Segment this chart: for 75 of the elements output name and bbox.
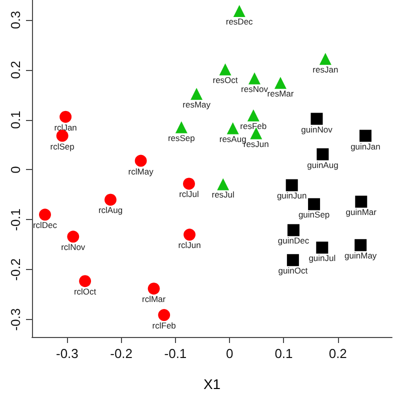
point bbox=[359, 130, 372, 142]
annotation: rclAug bbox=[98, 205, 123, 216]
x-tick-label: -0.1 bbox=[164, 346, 187, 361]
annotation: rclNov bbox=[61, 242, 86, 252]
point bbox=[184, 228, 196, 241]
annotation: rclJul bbox=[179, 189, 200, 200]
annotation: guinOct bbox=[278, 266, 308, 276]
annotation: guinJul bbox=[308, 253, 336, 264]
point bbox=[67, 230, 80, 243]
annotation: rclMay bbox=[128, 166, 154, 176]
point bbox=[274, 76, 286, 89]
annotation: resJan bbox=[312, 64, 338, 74]
point bbox=[148, 282, 160, 295]
annotation: resNov bbox=[241, 84, 269, 94]
annotation: resSep bbox=[168, 132, 196, 143]
point bbox=[226, 122, 239, 134]
point bbox=[233, 4, 246, 17]
annotation: guinAug bbox=[307, 160, 339, 170]
point bbox=[134, 154, 147, 167]
annotation: resFeb bbox=[240, 120, 267, 131]
point bbox=[79, 275, 92, 288]
annotation: rclOct bbox=[74, 286, 97, 297]
y-tick-label: -0.3 bbox=[8, 308, 23, 331]
annotation: rclSep bbox=[50, 141, 75, 152]
annotation: guinMay bbox=[344, 250, 378, 261]
point bbox=[39, 208, 51, 221]
point bbox=[287, 224, 300, 236]
annotation: guinDec bbox=[278, 236, 310, 246]
annotation: guinMar bbox=[346, 207, 377, 218]
point bbox=[286, 254, 299, 266]
annotation: resMay bbox=[182, 99, 212, 110]
point bbox=[310, 112, 323, 125]
annotation: rclJan bbox=[54, 122, 78, 132]
x-tick-label: 0.2 bbox=[328, 346, 347, 361]
point bbox=[316, 148, 329, 160]
point bbox=[175, 121, 188, 134]
point bbox=[286, 179, 298, 192]
point bbox=[183, 178, 195, 190]
x-tick-label: -0.3 bbox=[56, 346, 78, 361]
point bbox=[308, 198, 320, 210]
y-tick-label: 0.2 bbox=[8, 60, 23, 79]
annotation: resJul bbox=[212, 190, 235, 200]
point bbox=[217, 178, 230, 190]
annotation: resOct bbox=[212, 74, 238, 85]
annotation: rclMar bbox=[142, 294, 166, 304]
point bbox=[190, 88, 203, 100]
point bbox=[219, 63, 232, 76]
annotation: guinJan bbox=[350, 141, 381, 152]
annotation: rclDec bbox=[32, 220, 58, 230]
point bbox=[355, 196, 368, 208]
x-tick-label: 0 bbox=[226, 346, 234, 361]
point bbox=[319, 52, 332, 65]
point bbox=[316, 242, 328, 254]
annotation: guinNov bbox=[301, 124, 334, 134]
annotation: resDec bbox=[226, 16, 254, 26]
x-axis-title: X1 bbox=[203, 376, 221, 392]
annotation: rclJun bbox=[178, 240, 202, 250]
point bbox=[60, 110, 72, 123]
annotation: guinSep bbox=[298, 210, 330, 220]
point bbox=[247, 109, 260, 122]
annotation: resAug bbox=[219, 134, 247, 144]
annotation: rclFeb bbox=[152, 320, 176, 331]
annotation: resMar bbox=[267, 88, 294, 98]
y-tick-label: -0.2 bbox=[8, 258, 23, 281]
point bbox=[104, 194, 116, 206]
annotation: guinJun bbox=[276, 190, 308, 201]
y-tick-label: 0.3 bbox=[8, 10, 23, 30]
y-tick-label: -0.1 bbox=[8, 208, 23, 231]
y-tick-label: 0.1 bbox=[8, 110, 23, 129]
x-tick-label: -0.2 bbox=[110, 346, 133, 361]
y-tick-label: 0 bbox=[8, 166, 23, 174]
point bbox=[158, 309, 170, 322]
x-tick-label: 0.1 bbox=[274, 346, 293, 361]
point bbox=[248, 72, 260, 84]
point bbox=[354, 239, 367, 252]
